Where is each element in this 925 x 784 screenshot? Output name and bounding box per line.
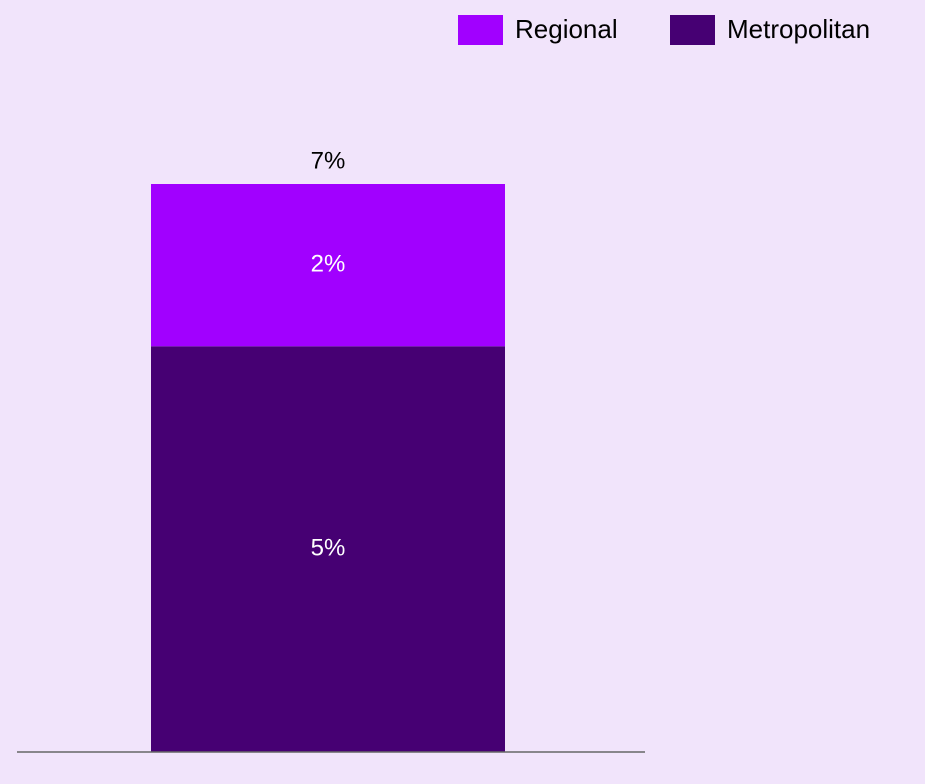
bar-segment [151,184,505,347]
total-label: 7% [311,147,346,174]
legend-label: Regional [515,14,618,44]
legend-label: Metropolitan [727,14,870,44]
legend-swatch [458,15,503,45]
bar-segment [151,346,505,752]
value-label: 2% [311,250,346,277]
legend-swatch [670,15,715,45]
value-label: 5% [311,534,346,561]
